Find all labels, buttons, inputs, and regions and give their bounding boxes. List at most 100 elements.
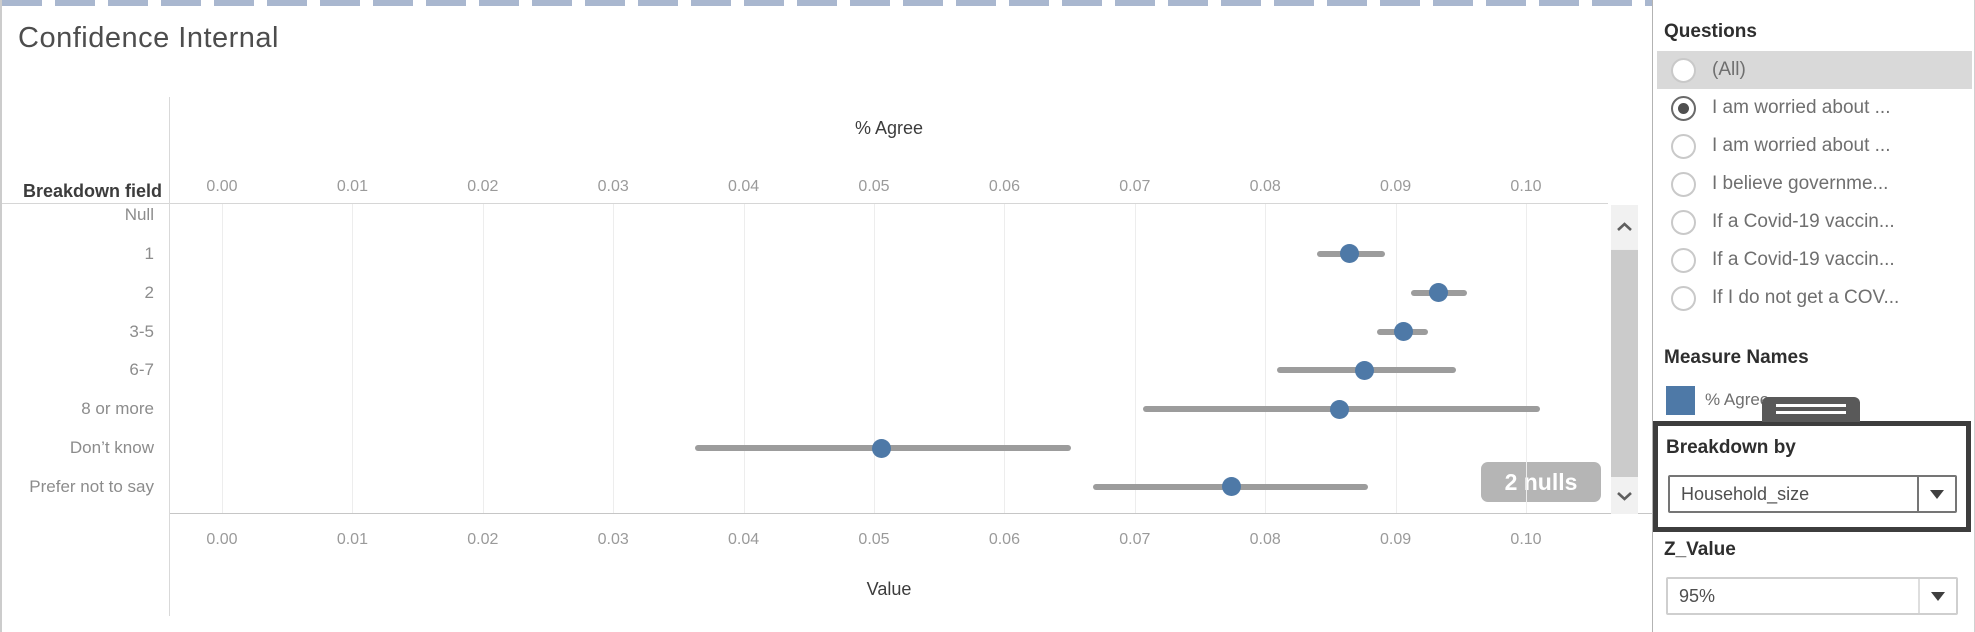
dropdown-caret-button[interactable] xyxy=(1917,477,1955,511)
axis-tick-label: 0.09 xyxy=(1380,178,1412,195)
scroll-up-button[interactable] xyxy=(1611,205,1638,249)
question-option[interactable]: (All) xyxy=(1657,51,1972,89)
gridline xyxy=(743,204,745,514)
axis-tick-label: 0.08 xyxy=(1249,178,1281,195)
scroll-down-button[interactable] xyxy=(1611,477,1638,514)
axis-tick-label: 0.03 xyxy=(597,531,629,548)
radio-icon[interactable] xyxy=(1671,285,1696,311)
mean-dot-mark[interactable] xyxy=(1221,477,1241,497)
measure-names-legend: % Agree xyxy=(1666,384,1769,416)
grip-line xyxy=(1776,411,1846,414)
axis-tick-label: 0.01 xyxy=(336,531,368,548)
mean-dot-mark[interactable] xyxy=(1340,244,1360,264)
axis-tick-label: 0.04 xyxy=(728,531,760,548)
bottom-axis-title: Value xyxy=(866,579,912,599)
gridline xyxy=(222,204,223,514)
measure-names-title: Measure Names xyxy=(1664,347,1809,368)
scrollbar-thumb[interactable] xyxy=(1611,250,1638,480)
gridline xyxy=(1134,204,1136,514)
axis-tick-label: 0.04 xyxy=(728,178,760,195)
axis-tick-label: 0.01 xyxy=(336,178,368,195)
question-option[interactable]: If I do not get a COV... xyxy=(1653,279,1975,317)
axis-tick-label: 0.02 xyxy=(467,531,499,548)
null-indicator-badge[interactable]: 2 nulls xyxy=(1481,462,1601,502)
mean-dot-mark[interactable] xyxy=(1354,360,1374,380)
chart-title: Confidence Internal xyxy=(18,22,279,54)
question-option-label: (All) xyxy=(1712,59,1746,80)
top-axis-title: % Agree xyxy=(854,118,924,138)
axis-tick-label: 0.07 xyxy=(1119,531,1151,548)
radio-icon[interactable] xyxy=(1671,133,1696,159)
axis-tick-label: 0.05 xyxy=(858,531,890,548)
breakdown-by-dropdown[interactable]: Household_size xyxy=(1668,475,1957,513)
header-divider xyxy=(2,203,1608,204)
radio-selected-icon[interactable] xyxy=(1671,95,1696,121)
card-drag-grip-icon[interactable] xyxy=(1762,397,1860,422)
axis-tick-label: 0.08 xyxy=(1249,531,1281,548)
gridline xyxy=(352,204,354,514)
question-option[interactable]: I am worried about ... xyxy=(1653,89,1975,127)
row-label: 2 xyxy=(144,282,154,302)
plot-area: 2 nulls xyxy=(170,204,1608,514)
question-option[interactable]: I believe governme... xyxy=(1653,165,1975,203)
radio-icon[interactable] xyxy=(1671,171,1696,197)
axis-tick-label: 0.06 xyxy=(988,531,1020,548)
gridline xyxy=(613,204,615,514)
radio-icon[interactable] xyxy=(1671,247,1696,273)
radio-icon[interactable] xyxy=(1671,209,1696,235)
caret-down-icon xyxy=(1930,489,1944,499)
chart-card: Confidence Internal % Agree Breakdown fi… xyxy=(0,0,1654,632)
row-label: 8 or more xyxy=(81,399,154,419)
mean-dot-mark[interactable] xyxy=(1429,283,1449,303)
row-label: Don’t know xyxy=(69,438,154,458)
mean-dot-mark[interactable] xyxy=(1330,399,1350,419)
axis-tick-label: 0.10 xyxy=(1510,178,1542,195)
questions-radio-list: (All) I am worried about ... I am worried … xyxy=(1653,51,1975,317)
caret-down-icon xyxy=(1931,591,1945,601)
dropdown-caret-button[interactable] xyxy=(1918,579,1956,613)
radio-icon[interactable] xyxy=(1671,57,1696,83)
axis-ruler-line xyxy=(169,97,170,616)
gridline xyxy=(482,204,484,514)
legend-color-swatch xyxy=(1666,385,1695,415)
axis-tick-label: 0.00 xyxy=(206,178,238,195)
z-value-selected: 95% xyxy=(1679,585,1716,606)
plot-bottom-border xyxy=(170,513,1654,514)
vertical-scrollbar[interactable] xyxy=(1611,205,1638,514)
question-option-label: I believe governme... xyxy=(1712,173,1889,194)
question-option-label: I am worried about ... xyxy=(1712,97,1891,118)
row-header-labels: Null 1 2 3-5 6-7 8 or more Don’t know Prefer no… xyxy=(2,0,162,632)
breakdown-by-card: Breakdown by Household_size xyxy=(1653,421,1971,532)
breakdown-by-title: Breakdown by xyxy=(1666,437,1796,458)
question-option-label: If a Covid-19 vaccin... xyxy=(1712,249,1895,270)
legend-item-label: % Agree xyxy=(1705,390,1770,409)
axis-tick-label: 0.06 xyxy=(988,178,1020,195)
legend-item[interactable]: % Agree xyxy=(1666,384,1769,416)
chevron-up-icon xyxy=(1617,222,1632,231)
question-option-label: I am worried about ... xyxy=(1712,135,1891,156)
chevron-down-icon xyxy=(1617,491,1632,501)
gridline xyxy=(1004,204,1006,514)
mean-dot-mark[interactable] xyxy=(1393,322,1413,342)
gridline xyxy=(1395,204,1397,514)
axis-tick-label: 0.05 xyxy=(858,178,890,195)
question-option-label: If I do not get a COV... xyxy=(1712,287,1900,308)
z-value-dropdown[interactable]: 95% xyxy=(1666,577,1958,615)
selection-dashed-border xyxy=(2,0,1654,6)
filter-sidebar: Questions (All) I am worried about ... I a… xyxy=(1652,0,1975,632)
questions-filter-title: Questions xyxy=(1664,21,1757,42)
axis-tick-label: 0.02 xyxy=(467,178,499,195)
mean-dot-mark[interactable] xyxy=(872,438,892,458)
row-label: 3-5 xyxy=(129,321,154,341)
row-label: 6-7 xyxy=(129,360,154,380)
question-option[interactable]: If a Covid-19 vaccin... xyxy=(1653,241,1975,279)
gridline xyxy=(874,204,875,514)
question-option[interactable]: I am worried about ... xyxy=(1653,127,1975,165)
question-option[interactable]: If a Covid-19 vaccin... xyxy=(1653,203,1975,241)
row-header-label: Breakdown field xyxy=(22,181,162,201)
z-value-title: Z_Value xyxy=(1664,539,1736,560)
axis-tick-label: 0.09 xyxy=(1380,531,1412,548)
gridline xyxy=(1526,204,1527,514)
axis-tick-label: 0.07 xyxy=(1119,178,1151,195)
